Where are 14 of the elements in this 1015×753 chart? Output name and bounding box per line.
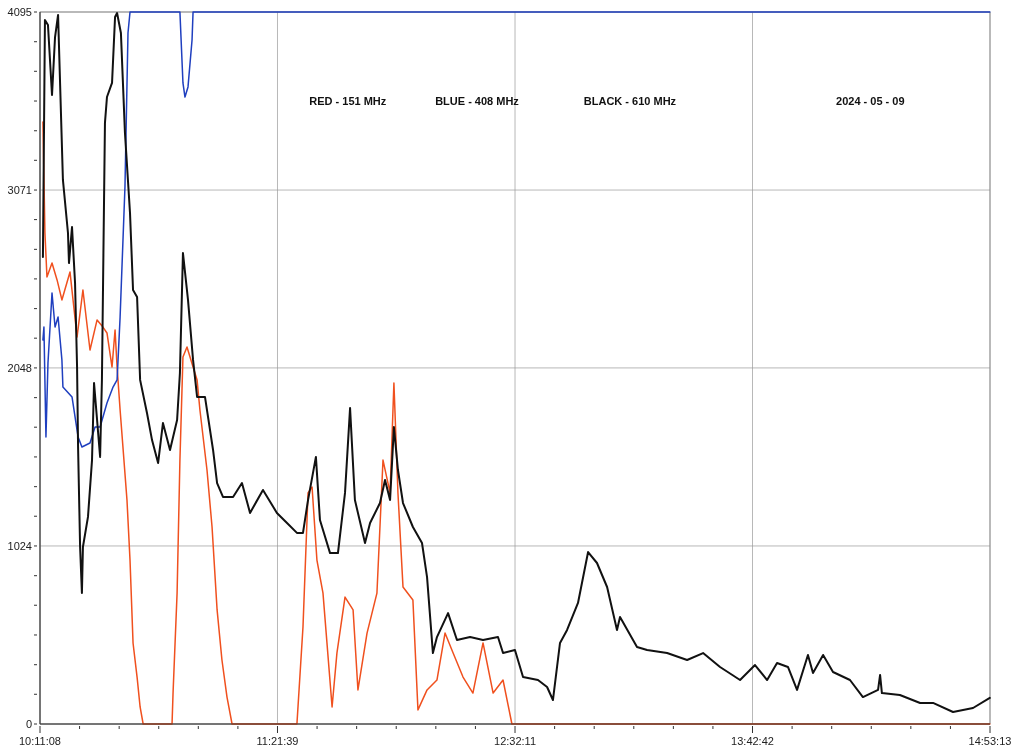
x-tick-label: 11:21:39 [256,735,299,747]
x-tick-label: 14:53:13 [968,735,1012,747]
x-tick-label: 13:42:42 [731,735,774,747]
x-tick-label: 10:11:08 [18,735,62,747]
y-tick-label: 4095 [7,5,32,18]
annotation: RED - 151 MHz [309,95,387,107]
y-tick-label: 1024 [7,539,32,552]
annotation: BLUE - 408 MHz [435,95,520,107]
y-tick-label: 3071 [7,183,32,196]
y-tick-label: 0 [25,717,32,730]
annotation: 2024 - 05 - 09 [836,95,905,107]
y-tick-label: 2048 [7,361,32,374]
annotation: BLACK - 610 MHz [583,95,677,107]
x-tick-label: 12:32:11 [494,735,537,747]
